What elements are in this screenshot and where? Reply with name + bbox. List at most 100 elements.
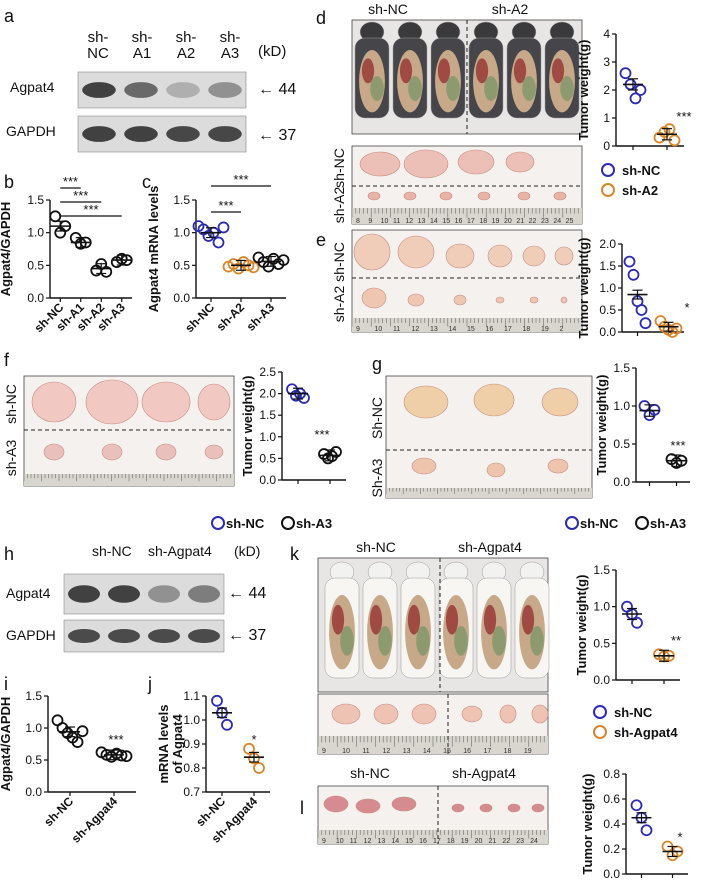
significance-stars: *** (233, 172, 248, 187)
tumor (403, 385, 449, 419)
x-tick-label: sh-A2 (214, 300, 248, 334)
y-axis-label: Tumor weight(g) (580, 774, 595, 875)
data-point (212, 236, 225, 249)
ruler-label: 16 (419, 838, 427, 845)
y-tick-label: 0.5 (173, 258, 190, 272)
y-axis-label: Tumor weight(g) (574, 575, 589, 676)
y-tick-label: 0.0 (173, 291, 190, 305)
tumor (331, 703, 361, 725)
blot-row-label: Agpat4 (6, 585, 51, 601)
ruler-label: 10 (336, 838, 344, 845)
data-point (631, 616, 643, 629)
ruler-label: 10 (381, 218, 389, 225)
ruler-label: 17 (433, 838, 441, 845)
tumor (547, 458, 569, 474)
tumor (499, 704, 517, 724)
data-point (630, 799, 643, 812)
y-tick-label: 1.0 (173, 226, 190, 240)
ruler-label: 17 (504, 326, 512, 333)
significance-stars: ** (671, 633, 681, 648)
y-tick-label: 1.5 (259, 408, 276, 422)
tumor (531, 704, 549, 724)
group-label: sh-NC (350, 765, 390, 781)
y-tick-label: 0.0 (599, 325, 616, 339)
unit-label: (kD) (234, 543, 260, 559)
tumor (101, 443, 123, 461)
y-tick-label: 1 (603, 111, 610, 125)
mouse-organ (369, 604, 383, 635)
panel-letter: e (316, 230, 326, 250)
ruler-label: 14 (449, 326, 457, 333)
group-label: sh-Agpat4 (148, 543, 212, 559)
y-tick-label: 2.5 (259, 365, 276, 379)
ruler-label: 12 (383, 748, 391, 755)
ruler-label: 11 (393, 218, 400, 225)
photo-mice-k (317, 557, 550, 693)
tumor (355, 798, 381, 814)
ruler-label: 21 (489, 838, 497, 845)
blot-band (208, 82, 242, 98)
tumor (141, 381, 191, 423)
panel-letter: c (142, 172, 151, 192)
tumor (461, 705, 483, 723)
tumor (473, 383, 515, 417)
tumor (361, 287, 387, 309)
y-tick-label: 0.5 (259, 451, 276, 465)
data-point (619, 67, 632, 80)
tumor (541, 387, 579, 417)
data-point (623, 255, 636, 268)
ruler-label: 10 (375, 326, 383, 333)
significance-stars: * (251, 732, 256, 747)
x-tick-label: sh-NC (182, 300, 217, 335)
ruler-label: 16 (455, 218, 463, 225)
legend-marker (601, 163, 615, 177)
legend-marker (593, 705, 607, 719)
mouse-organ (340, 626, 354, 656)
size-marker: ← 44 (228, 585, 266, 602)
ruler-label: 19 (492, 218, 500, 225)
row-label: sh-A2 (331, 286, 347, 323)
chart-d: 0 1 2 3 4 Tumor weight(g) (576, 27, 684, 153)
photo-tumors-e: 9 10 11 12 13 14 15 16 17 18 19 2 (351, 229, 583, 333)
size-marker: ← 37 (258, 127, 296, 144)
y-tick-label: 1.1 (183, 689, 200, 703)
ruler-label: 17 (467, 218, 475, 225)
row-label: Sh-NC (369, 397, 385, 439)
group-label: sh-NC (368, 1, 408, 17)
data-point (243, 742, 255, 755)
legend-marker (601, 183, 615, 197)
tumor (445, 243, 475, 269)
y-tick-label: 1.5 (613, 361, 630, 375)
mouse-organ (521, 604, 535, 635)
significance-stars: *** (218, 198, 233, 213)
ruler-label: 8 (356, 218, 360, 225)
chart-c: 0.0 0.5 1.0 1.5 Agpat4 mRNA levels sh-NCsh-A2… (146, 186, 290, 335)
tumor (507, 803, 521, 813)
tumor (43, 443, 65, 461)
blot-gapdh-h (63, 619, 225, 653)
tumor (487, 244, 513, 268)
blot-band (166, 126, 200, 142)
y-tick-label: 1.5 (25, 689, 42, 703)
tumor (531, 803, 545, 813)
chart-e: 0.0 0.5 1.0 1.5 2.0 Tumor weight(g) (576, 237, 684, 339)
panel-letter: g (372, 354, 382, 374)
ruler-label: 18 (447, 838, 455, 845)
mouse-organ (416, 626, 430, 656)
significance-stars: *** (73, 188, 88, 203)
ruler-label: 12 (405, 218, 413, 225)
y-tick-label: 0.2 (603, 842, 620, 856)
tumor (373, 703, 399, 725)
y-tick-label: 1.5 (599, 259, 616, 273)
ruler-label: 13 (403, 748, 411, 755)
row-label: Sh-A3 (369, 458, 385, 497)
significance-stars: *** (314, 427, 329, 442)
tumor (554, 246, 574, 266)
lane-label: A1 (133, 45, 151, 62)
blot-agpat4 (77, 71, 247, 109)
mouse-organ (361, 58, 375, 84)
y-tick-label: 2.0 (259, 387, 276, 401)
ruler-label: 2 (560, 326, 564, 333)
data-point (253, 762, 265, 774)
